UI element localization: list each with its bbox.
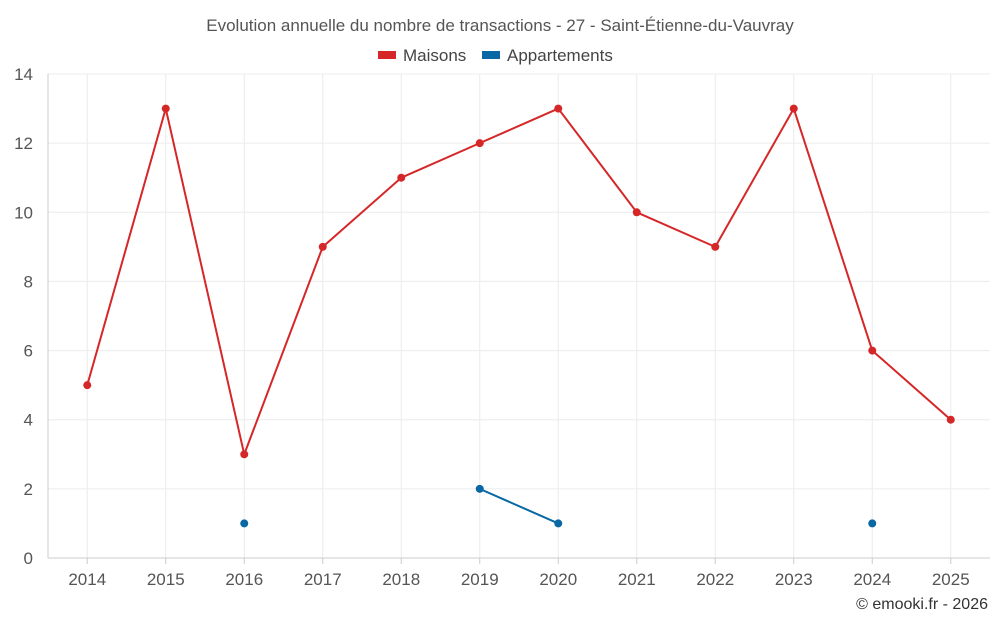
y-tick-label: 6	[24, 342, 33, 361]
y-tick-label: 10	[14, 203, 33, 222]
line-segment-maisons	[557, 107, 638, 214]
line-segment-appartements	[478, 487, 560, 525]
data-point-maisons[interactable]	[711, 242, 720, 251]
data-point-maisons[interactable]	[318, 242, 327, 251]
x-tick-label: 2020	[539, 570, 577, 589]
data-point-appartements[interactable]	[240, 519, 249, 528]
data-point-maisons[interactable]	[161, 104, 170, 113]
chart-title: Evolution annuelle du nombre de transact…	[206, 16, 794, 35]
legend-label-appartements[interactable]: Appartements	[507, 46, 613, 65]
data-point-maisons[interactable]	[868, 346, 877, 355]
data-point-maisons[interactable]	[397, 173, 406, 182]
y-tick-label: 0	[24, 549, 33, 568]
line-segment-maisons	[321, 176, 403, 248]
y-tick-label: 8	[24, 272, 33, 291]
y-axis-ticks: 0 2 4 6 8 10 12 14	[14, 65, 33, 568]
legend-swatch-maisons	[378, 51, 396, 59]
line-segment-maisons	[635, 211, 717, 248]
data-point-maisons[interactable]	[946, 415, 955, 424]
data-point-maisons[interactable]	[240, 450, 249, 459]
series	[83, 104, 955, 528]
legend-label-maisons[interactable]: Maisons	[403, 46, 466, 65]
line-segment-maisons	[243, 245, 324, 456]
legend-swatch-appartements	[482, 51, 500, 59]
y-tick-label: 14	[14, 65, 33, 84]
grid	[47, 73, 990, 559]
data-point-appartements[interactable]	[475, 484, 484, 493]
x-tick-label: 2015	[147, 570, 185, 589]
line-segment-maisons	[792, 107, 874, 352]
y-tick-label: 4	[24, 411, 33, 430]
data-point-maisons[interactable]	[83, 381, 92, 390]
x-tick-label: 2021	[618, 570, 656, 589]
data-point-maisons[interactable]	[554, 104, 563, 113]
data-point-maisons[interactable]	[789, 104, 798, 113]
credit-text: © emooki.fr - 2026	[856, 596, 988, 613]
y-tick-label: 2	[24, 480, 33, 499]
series-maisons	[83, 104, 955, 459]
x-tick-label: 2018	[382, 570, 420, 589]
x-tick-label: 2017	[304, 570, 342, 589]
legend[interactable]: Maisons Appartements	[378, 46, 613, 65]
line-segment-maisons	[714, 107, 795, 248]
line-segment-maisons	[478, 107, 560, 145]
x-tick-label: 2019	[461, 570, 499, 589]
x-tick-label: 2023	[775, 570, 813, 589]
x-tick-label: 2016	[225, 570, 263, 589]
line-segment-maisons	[164, 107, 246, 456]
y-tick-label: 12	[14, 134, 33, 153]
series-appartements	[240, 484, 877, 528]
data-point-appartements[interactable]	[554, 519, 563, 528]
x-axis-ticks: 2014 2015 2016 2017 2018 2019 2020 2021 2022 2023…	[68, 558, 970, 589]
data-point-maisons[interactable]	[475, 139, 484, 148]
data-point-maisons[interactable]	[632, 208, 641, 217]
line-segment-maisons	[871, 349, 952, 421]
x-tick-label: 2024	[853, 570, 891, 589]
line-segment-maisons	[86, 107, 167, 387]
x-tick-label: 2022	[696, 570, 734, 589]
data-point-appartements[interactable]	[868, 519, 877, 528]
line-segment-maisons	[400, 142, 481, 179]
x-tick-label: 2025	[932, 570, 970, 589]
x-tick-label: 2014	[68, 570, 106, 589]
